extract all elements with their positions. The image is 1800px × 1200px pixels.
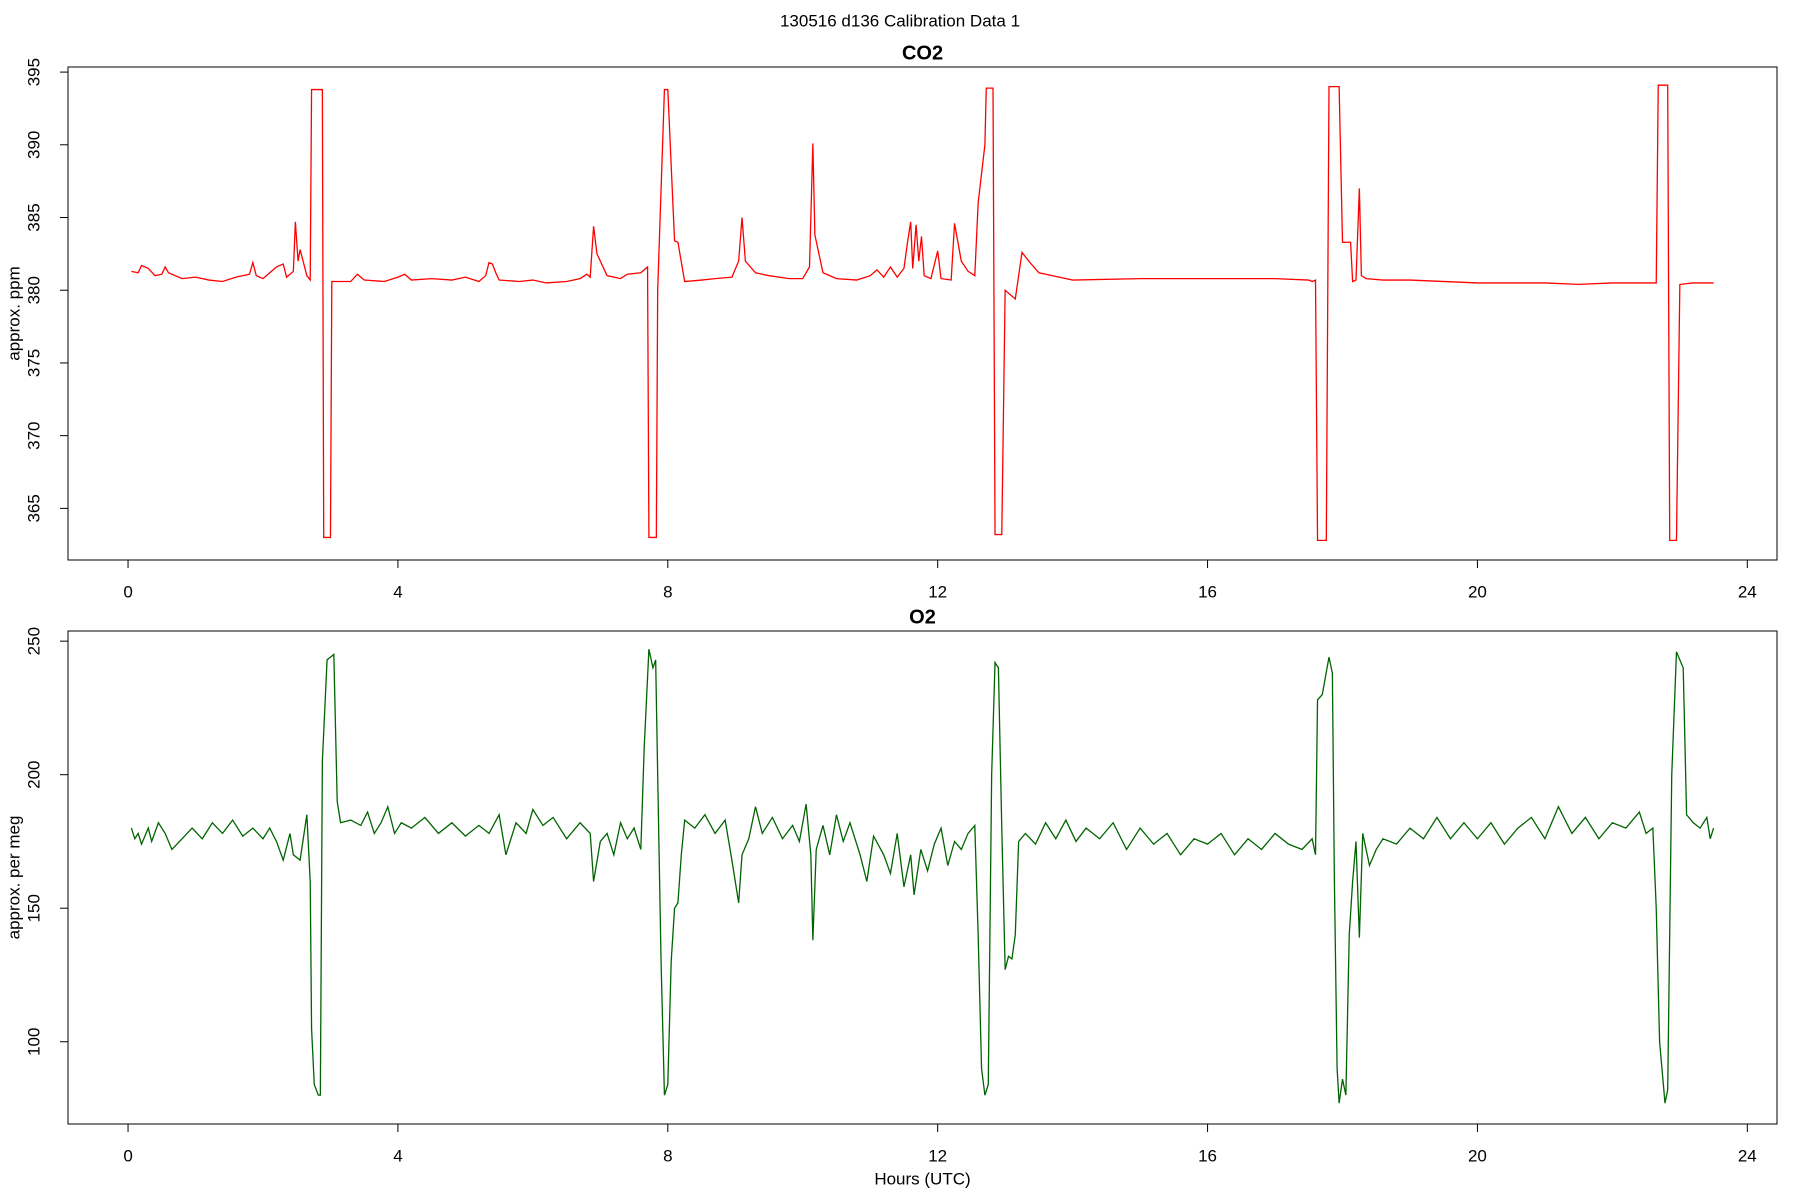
x-tick-label: 8 — [663, 582, 672, 601]
x-tick-label: 12 — [928, 1146, 947, 1165]
y-tick-label: 375 — [24, 349, 43, 377]
y-tick-label: 200 — [24, 760, 43, 788]
x-tick-label: 12 — [928, 582, 947, 601]
plot-frame — [67, 66, 1778, 561]
y-tick-label: 100 — [24, 1028, 43, 1056]
y-tick-label: 150 — [24, 894, 43, 922]
y-tick-label: 365 — [24, 494, 43, 522]
x-tick-label: 4 — [393, 582, 402, 601]
x-axis-label: Hours (UTC) — [874, 1169, 970, 1188]
panel-title: O2 — [909, 606, 936, 628]
x-tick-label: 0 — [123, 582, 132, 601]
chart-title: 130516 d136 Calibration Data 1 — [780, 11, 1020, 30]
x-tick-label: 20 — [1468, 1146, 1487, 1165]
y-tick-label: 390 — [24, 131, 43, 159]
y-tick-label: 395 — [24, 58, 43, 86]
x-tick-label: 16 — [1198, 1146, 1217, 1165]
y-tick-label: 380 — [24, 276, 43, 304]
x-tick-label: 16 — [1198, 582, 1217, 601]
y-tick-label: 370 — [24, 421, 43, 449]
x-tick-label: 0 — [123, 1146, 132, 1165]
x-tick-label: 20 — [1468, 582, 1487, 601]
panel-title: CO2 — [902, 42, 943, 64]
y-tick-label: 385 — [24, 203, 43, 231]
x-tick-label: 24 — [1738, 582, 1757, 601]
data-line — [130, 649, 1715, 1104]
y-tick-label: 250 — [24, 627, 43, 655]
y-axis-label: approx. per meg — [4, 816, 23, 940]
y-axis-label: approx. ppm — [4, 266, 23, 361]
x-tick-label: 4 — [393, 1146, 402, 1165]
data-line — [131, 84, 1714, 542]
x-tick-label: 24 — [1738, 1146, 1757, 1165]
x-tick-label: 8 — [663, 1146, 672, 1165]
